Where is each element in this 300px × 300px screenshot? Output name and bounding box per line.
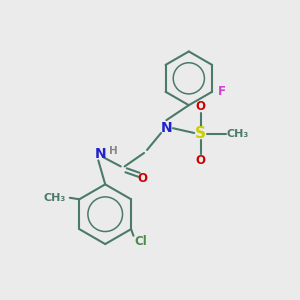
Text: N: N bbox=[95, 148, 106, 161]
Text: H: H bbox=[109, 146, 118, 157]
Text: Cl: Cl bbox=[135, 235, 147, 248]
Text: S: S bbox=[195, 126, 206, 141]
Text: CH₃: CH₃ bbox=[44, 193, 66, 203]
Text: CH₃: CH₃ bbox=[226, 129, 248, 139]
Text: O: O bbox=[196, 154, 206, 167]
Text: O: O bbox=[196, 100, 206, 113]
Text: O: O bbox=[137, 172, 148, 185]
Text: F: F bbox=[218, 85, 226, 98]
Text: N: N bbox=[160, 121, 172, 135]
